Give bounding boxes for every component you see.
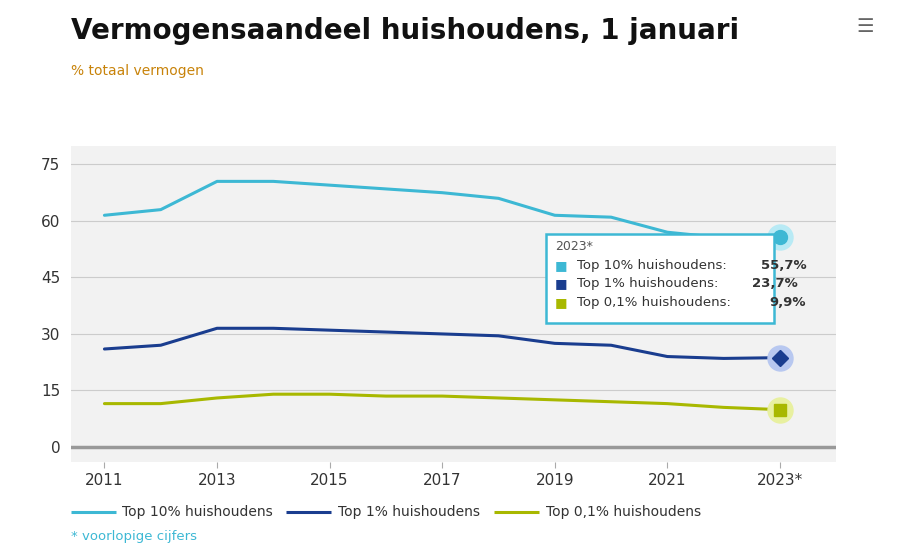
Text: ■: ■ [554, 259, 567, 272]
Text: 55,7%: 55,7% [760, 259, 806, 272]
Text: Top 0,1% huishoudens:: Top 0,1% huishoudens: [577, 296, 736, 309]
Text: ■: ■ [554, 277, 567, 291]
Text: * voorlopige cijfers: * voorlopige cijfers [71, 530, 197, 543]
Text: Top 1% huishoudens:: Top 1% huishoudens: [577, 277, 723, 291]
Text: Top 1% huishoudens: Top 1% huishoudens [338, 505, 480, 520]
Text: % totaal vermogen: % totaal vermogen [71, 64, 204, 78]
FancyBboxPatch shape [546, 234, 775, 323]
Text: Top 0,1% huishoudens: Top 0,1% huishoudens [545, 505, 701, 520]
Text: 2023*: 2023* [554, 240, 593, 253]
Text: 23,7%: 23,7% [752, 277, 797, 291]
Text: ☰: ☰ [857, 17, 874, 36]
Text: 9,9%: 9,9% [769, 296, 805, 309]
Text: ■: ■ [554, 296, 567, 309]
Text: Vermogensaandeel huishoudens, 1 januari: Vermogensaandeel huishoudens, 1 januari [71, 17, 738, 45]
Text: Top 10% huishoudens: Top 10% huishoudens [122, 505, 273, 520]
Text: Top 10% huishoudens:: Top 10% huishoudens: [577, 259, 731, 272]
